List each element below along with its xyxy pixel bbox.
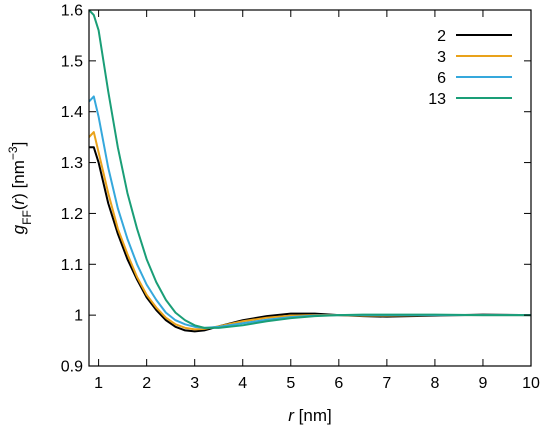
y-tick-label: 1.5 <box>61 53 83 70</box>
y-tick-label: 1.6 <box>61 3 83 20</box>
legend-label-3: 3 <box>437 49 446 66</box>
x-tick-label: 8 <box>430 375 439 392</box>
y-tick-label: 1.3 <box>61 155 83 172</box>
y-tick-label: 0.9 <box>61 359 83 376</box>
legend-label-2: 2 <box>437 28 446 45</box>
y-axis-close: ) <box>9 193 28 199</box>
y-axis-unit-pre: [nm <box>9 160 28 193</box>
x-tick-label: 1 <box>94 375 103 392</box>
y-axis-var: r <box>9 198 28 205</box>
plot-frame <box>88 9 532 367</box>
x-tick-label: 9 <box>479 375 488 392</box>
x-axis-var: r <box>288 406 295 425</box>
ticks-layer: 1 2 3 4 5 6 7 8 9 10 0.9 1 1.1 1.2 1.3 1.4 1.5 1.6 <box>61 3 540 393</box>
y-tick-label: 1.1 <box>61 257 83 274</box>
x-axis-unit: [nm] <box>294 406 332 425</box>
y-axis-open: ( <box>9 204 28 210</box>
x-axis-label: r [nm] <box>288 406 331 425</box>
x-tick-label: 4 <box>238 375 247 392</box>
y-tick-label: 1.2 <box>61 206 83 223</box>
y-axis-sub: FF <box>20 210 34 225</box>
legend-label-13: 13 <box>428 91 446 108</box>
x-tick-label: 10 <box>522 375 540 392</box>
series-layer <box>89 10 531 333</box>
legend: 2 3 6 13 <box>428 28 512 108</box>
x-tick-label: 3 <box>190 375 199 392</box>
series-line-13 <box>89 10 531 329</box>
y-axis-g: g <box>9 224 28 234</box>
x-tick-label: 7 <box>382 375 391 392</box>
y-axis-label: gFF(r) [nm−3] <box>6 142 34 235</box>
y-axis-unit-post: ] <box>9 142 28 147</box>
y-axis-unit-sup: −3 <box>6 146 20 160</box>
x-tick-label: 5 <box>286 375 295 392</box>
x-tick-label: 6 <box>334 375 343 392</box>
x-tick-label: 2 <box>142 375 151 392</box>
series-line-2 <box>89 146 531 333</box>
y-tick-label: 1 <box>74 308 83 325</box>
series-line-6 <box>89 95 531 329</box>
y-tick-label: 1.4 <box>61 104 83 121</box>
legend-label-6: 6 <box>437 70 446 87</box>
